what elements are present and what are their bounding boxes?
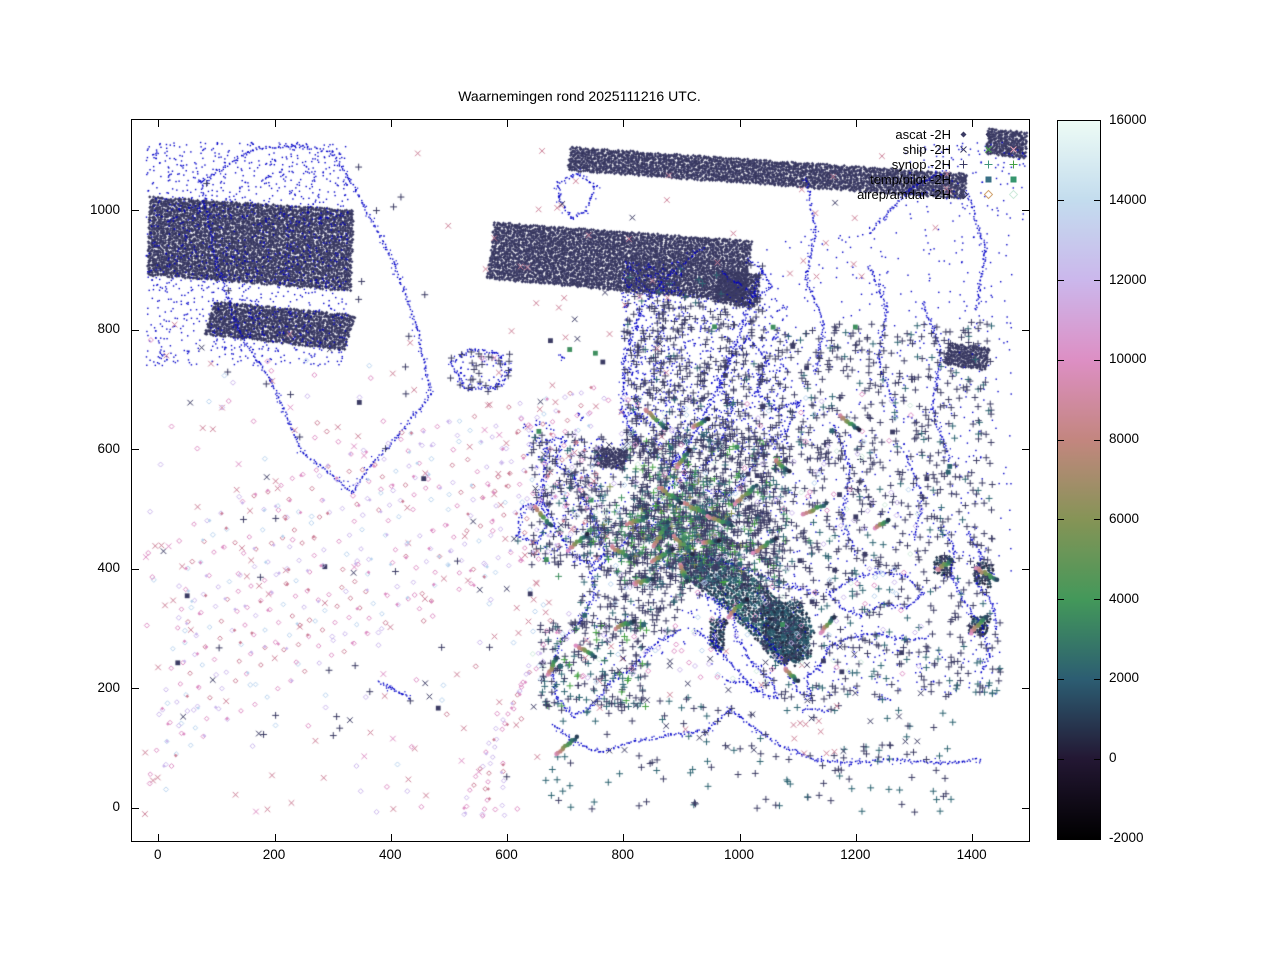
- x-tick-label: 600: [495, 847, 518, 862]
- x-tick-label: 800: [611, 847, 635, 862]
- scatter-map-canvas: [132, 120, 1029, 841]
- x-tick: [274, 120, 276, 127]
- legend-label-ascat: ascat -2H: [895, 127, 951, 142]
- colorbar-tick: [1094, 758, 1100, 760]
- legend-row-temp-pilot: temp/pilot -2H: [640, 172, 1026, 187]
- x-tick: [623, 120, 625, 127]
- y-tick: [1022, 329, 1029, 331]
- x-tick: [507, 834, 509, 841]
- y-tick-label: 600: [97, 440, 120, 456]
- y-tick: [132, 807, 139, 809]
- airep-amdar-marker-3: [1001, 188, 1026, 201]
- colorbar-tick-label: 8000: [1109, 431, 1140, 447]
- legend-label-ship: ship -2H: [902, 142, 951, 157]
- colorbar-tick: [1094, 200, 1100, 202]
- colorbar-tick: [1094, 359, 1100, 361]
- x-tick-label: 1400: [956, 847, 987, 862]
- y-tick: [132, 449, 139, 451]
- x-tick: [507, 120, 509, 127]
- legend-label-synop: synop -2H: [891, 157, 951, 172]
- colorbar-tick-label: 4000: [1109, 590, 1140, 606]
- legend-row-airep-amdar: airep/amdar -2H: [640, 187, 1026, 202]
- legend-row-synop: synop -2H: [640, 157, 1026, 172]
- airep-amdar-marker-1: [951, 188, 976, 201]
- colorbar-tick: [1094, 519, 1100, 521]
- plot-area: [131, 119, 1030, 842]
- colorbar-tick-label: 16000: [1109, 112, 1147, 127]
- colorbar-tick-label: 14000: [1109, 191, 1147, 207]
- x-tick: [855, 834, 857, 841]
- synop-marker-1: [951, 158, 976, 171]
- chart-title: Waarnemingen rond 2025111216 UTC.: [458, 88, 701, 104]
- synop-marker-2: [976, 158, 1001, 171]
- y-tick: [1022, 807, 1029, 809]
- x-tick-label: 200: [262, 847, 286, 862]
- ship-marker-1: [951, 143, 976, 156]
- colorbar: [1057, 120, 1101, 840]
- x-tick-label: 0: [153, 847, 162, 862]
- ascat-marker-1: [951, 128, 976, 141]
- x-tick: [390, 120, 392, 127]
- x-tick: [158, 834, 160, 841]
- colorbar-tick: [1058, 200, 1064, 202]
- colorbar-tick-label: 2000: [1109, 670, 1140, 686]
- x-tick-label: 1000: [724, 847, 755, 862]
- legend-label-airep-amdar: airep/amdar -2H: [857, 187, 951, 202]
- colorbar-tick: [1094, 678, 1100, 680]
- ascat-marker-3: [1001, 128, 1026, 141]
- y-tick: [1022, 449, 1029, 451]
- colorbar-tick: [1058, 359, 1064, 361]
- x-tick: [390, 834, 392, 841]
- colorbar-tick: [1058, 280, 1064, 282]
- y-tick: [132, 210, 139, 212]
- ship-marker-2: [976, 143, 1001, 156]
- colorbar-tick: [1058, 758, 1064, 760]
- colorbar-tick-label: -2000: [1109, 830, 1144, 845]
- x-tick: [158, 120, 160, 127]
- colorbar-tick: [1094, 599, 1100, 601]
- x-tick: [623, 834, 625, 841]
- x-tick: [274, 834, 276, 841]
- colorbar-tick: [1058, 599, 1064, 601]
- y-tick: [1022, 688, 1029, 690]
- y-tick: [1022, 210, 1029, 212]
- legend: ascat -2H ship -2H synop -2H temp/pilot …: [640, 127, 1026, 202]
- colorbar-tick: [1058, 519, 1064, 521]
- colorbar-tick: [1058, 678, 1064, 680]
- colorbar-tick-label: 12000: [1109, 271, 1147, 287]
- y-tick-label: 1000: [89, 201, 120, 217]
- x-tick: [739, 120, 741, 127]
- y-tick-label: 200: [97, 679, 120, 695]
- y-tick-label: 800: [97, 321, 120, 337]
- legend-row-ship: ship -2H: [640, 142, 1026, 157]
- y-tick: [132, 329, 139, 331]
- x-tick-label: 400: [379, 847, 402, 862]
- airep-amdar-marker-2: [976, 188, 1001, 201]
- colorbar-tick-label: 0: [1109, 750, 1117, 766]
- x-tick: [972, 834, 974, 841]
- temp-pilot-marker-2: [976, 173, 1001, 186]
- colorbar-tick: [1094, 280, 1100, 282]
- temp-pilot-marker-3: [1001, 173, 1026, 186]
- colorbar-tick: [1058, 439, 1064, 441]
- ship-marker-3: [1001, 143, 1026, 156]
- temp-pilot-marker-1: [951, 173, 976, 186]
- y-tick: [132, 568, 139, 570]
- legend-row-ascat: ascat -2H: [640, 127, 1026, 142]
- colorbar-tick-label: 10000: [1109, 351, 1147, 367]
- x-tick-label: 1200: [840, 847, 871, 862]
- colorbar-tick: [1094, 439, 1100, 441]
- y-tick-label: 400: [97, 560, 120, 576]
- x-tick: [972, 120, 974, 127]
- ascat-marker-2: [976, 128, 1001, 141]
- y-tick-label: 0: [112, 799, 120, 815]
- legend-label-temp-pilot: temp/pilot -2H: [870, 172, 951, 187]
- y-tick: [132, 688, 139, 690]
- x-tick: [855, 120, 857, 127]
- x-tick: [739, 834, 741, 841]
- y-tick: [1022, 568, 1029, 570]
- synop-marker-3: [1001, 158, 1026, 171]
- colorbar-tick-label: 6000: [1109, 510, 1140, 526]
